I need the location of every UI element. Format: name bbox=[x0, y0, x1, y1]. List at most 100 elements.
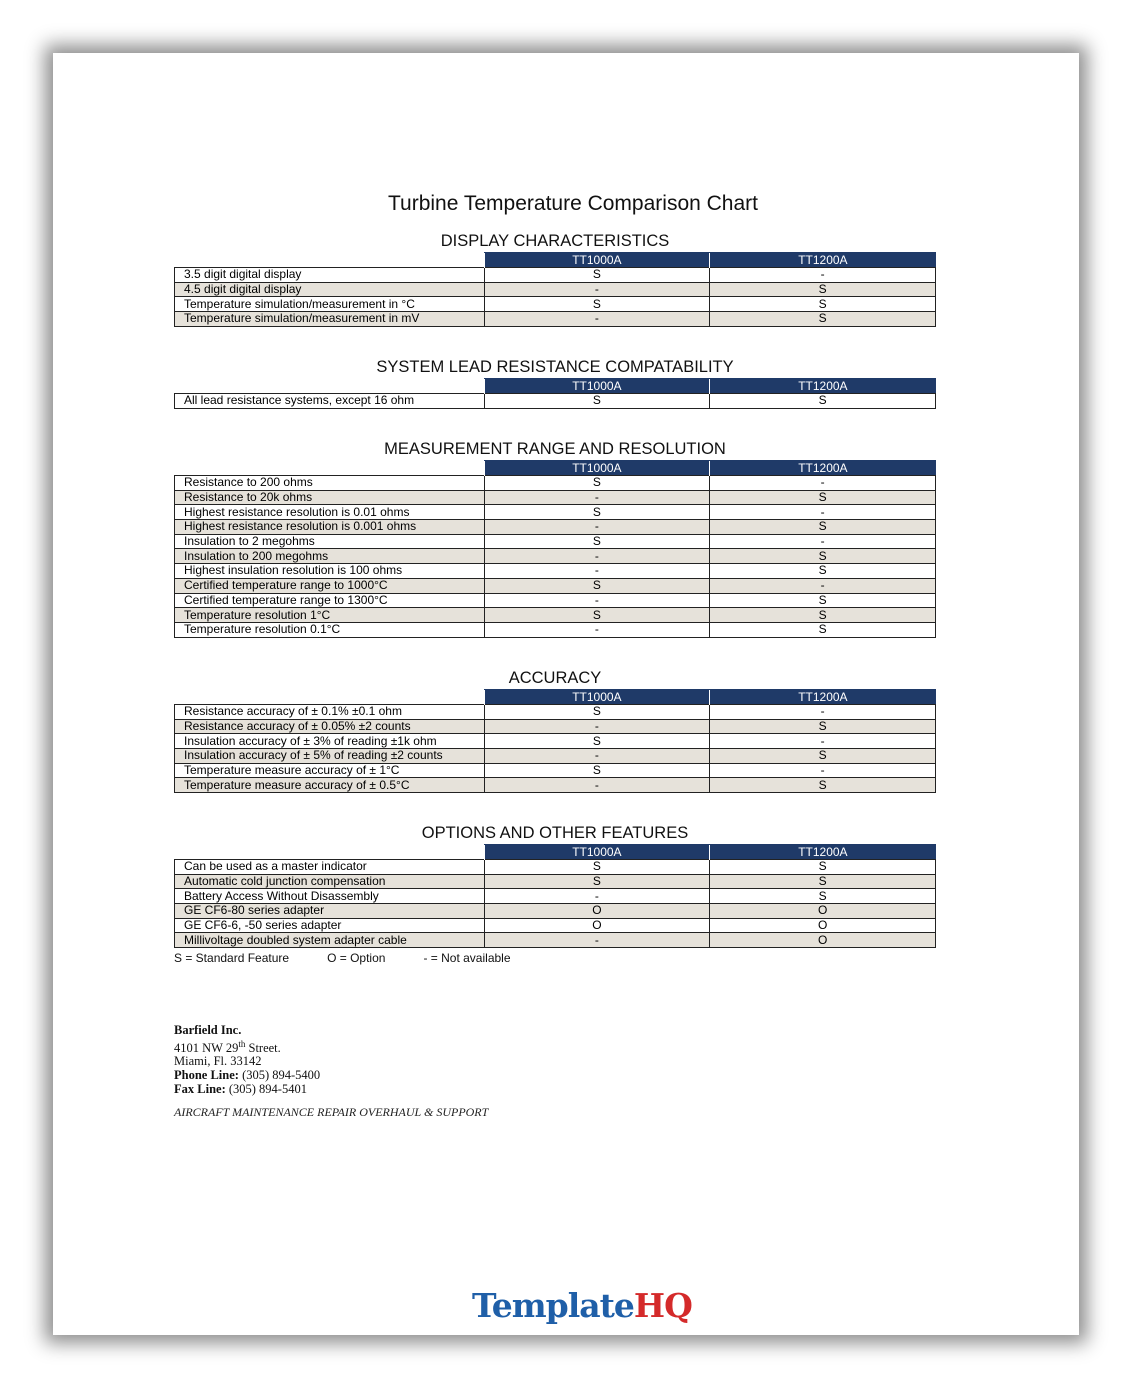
comparison-table: TT1000A TT1200A Resistance accuracy of ± 0… bbox=[174, 689, 936, 794]
feature-label: Temperature measure accuracy of ± 0.5°C bbox=[174, 777, 485, 794]
tt1000a-value: S bbox=[483, 704, 711, 720]
tt1000a-value: - bbox=[483, 718, 711, 735]
tt1200a-value: - bbox=[709, 533, 936, 550]
feature-label: Millivoltage doubled system adapter cabl… bbox=[174, 932, 485, 949]
tt1200a-value: O bbox=[709, 932, 936, 949]
tt1200a-value: S bbox=[709, 548, 936, 565]
feature-label: Highest resistance resolution is 0.001 o… bbox=[174, 519, 485, 535]
legend-option: O = Option bbox=[327, 951, 386, 965]
feature-label: Certified temperature range to 1300°C bbox=[174, 592, 485, 609]
phone: Phone Line: (305) 894-5400 bbox=[174, 1067, 321, 1082]
tt1200a-value: S bbox=[709, 718, 936, 735]
table-row: Certified temperature range to 1000°C S - bbox=[174, 577, 936, 594]
tt1200a-value: S bbox=[709, 519, 936, 535]
feature-label: Can be used as a master indicator bbox=[174, 859, 485, 875]
column-header: TT1200A bbox=[709, 378, 936, 394]
legend-not-available: - = Not available bbox=[423, 951, 511, 965]
tt1000a-value: - bbox=[483, 932, 711, 949]
tt1200a-value: S bbox=[709, 311, 936, 327]
column-header: TT1000A bbox=[483, 252, 710, 268]
feature-label: Temperature resolution 0.1°C bbox=[174, 621, 485, 638]
tt1000a-value: O bbox=[483, 903, 711, 919]
table-row: Temperature simulation/measurement in °C… bbox=[174, 296, 936, 313]
feature-label: Temperature simulation/measurement in °C bbox=[174, 296, 485, 313]
feature-label: Resistance to 200 ohms bbox=[174, 475, 485, 491]
tt1000a-value: S bbox=[483, 296, 711, 313]
tt1200a-value: - bbox=[709, 267, 936, 283]
column-header: TT1000A bbox=[483, 460, 710, 476]
feature-label: Insulation accuracy of ± 5% of reading ±… bbox=[174, 748, 485, 764]
table-row: Temperature measure accuracy of ± 0.5°C -… bbox=[174, 777, 936, 794]
section-system-lead-resistance-compatability: SYSTEM LEAD RESISTANCE COMPATABILITY TT10… bbox=[174, 359, 936, 409]
tt1000a-value: S bbox=[483, 504, 711, 521]
section-display-characteristics: DISPLAY CHARACTERISTICS TT1000A TT1200A 3.5… bbox=[174, 232, 936, 327]
tt1000a-value: S bbox=[483, 267, 711, 283]
table-row: Millivoltage doubled system adapter cabl… bbox=[174, 932, 936, 949]
table-row: 3.5 digit digital display S - bbox=[174, 267, 936, 283]
column-header: TT1200A bbox=[709, 460, 936, 476]
feature-label: GE CF6-6, -50 series adapter bbox=[174, 917, 485, 934]
comparison-table: TT1000A TT1200A 3.5 digit digital display S… bbox=[174, 252, 936, 327]
tt1200a-value: S bbox=[709, 393, 936, 409]
tt1200a-value: S bbox=[709, 281, 936, 298]
tt1200a-value: O bbox=[709, 903, 936, 919]
tt1000a-value: - bbox=[483, 489, 711, 506]
tt1200a-value: S bbox=[709, 888, 936, 905]
tt1200a-value: S bbox=[709, 607, 936, 623]
page-title: Turbine Temperature Comparison Chart bbox=[387, 192, 758, 215]
column-header: TT1200A bbox=[709, 689, 936, 705]
feature-label: Insulation accuracy of ± 3% of reading ±… bbox=[174, 733, 485, 750]
table-row: Temperature resolution 1°C S S bbox=[174, 607, 936, 623]
section-heading: MEASUREMENT RANGE AND RESOLUTION bbox=[384, 440, 726, 458]
legend: S = Standard Feature O = Option - = Not av… bbox=[174, 951, 549, 965]
feature-label: Temperature simulation/measurement in mV bbox=[174, 311, 485, 327]
company-name: Barfield Inc. bbox=[174, 1023, 242, 1037]
table-row: GE CF6-6, -50 series adapter O O bbox=[174, 917, 936, 934]
column-header: TT1200A bbox=[709, 252, 936, 268]
column-header: TT1200A bbox=[709, 844, 936, 860]
city: Miami, Fl. 33142 bbox=[174, 1054, 262, 1069]
feature-label: Resistance to 20k ohms bbox=[174, 489, 485, 506]
table-row: 4.5 digit digital display - S bbox=[174, 281, 936, 298]
table-row: Temperature simulation/measurement in mV… bbox=[174, 311, 936, 327]
tt1000a-value: S bbox=[483, 533, 711, 550]
tt1000a-value: S bbox=[483, 733, 711, 750]
feature-label: 3.5 digit digital display bbox=[174, 267, 485, 283]
feature-label: Battery Access Without Disassembly bbox=[174, 888, 485, 905]
table-header-row: TT1000A TT1200A bbox=[175, 689, 936, 705]
table-row: Resistance accuracy of ± 0.05% ±2 counts… bbox=[174, 718, 936, 735]
tt1000a-value: S bbox=[483, 577, 711, 594]
table-row: Resistance to 20k ohms - S bbox=[174, 489, 936, 506]
comparison-table: TT1000A TT1200A All lead resistance system… bbox=[174, 378, 936, 409]
column-header: TT1000A bbox=[483, 689, 710, 705]
tt1200a-value: S bbox=[709, 748, 936, 764]
tt1200a-value: - bbox=[709, 504, 936, 521]
tt1000a-value: - bbox=[483, 281, 711, 298]
tt1200a-value: S bbox=[709, 873, 936, 890]
section-measurement-range-and-resolution: MEASUREMENT RANGE AND RESOLUTION TT1000A T… bbox=[174, 440, 936, 638]
tt1000a-value: S bbox=[483, 475, 711, 491]
feature-label: Resistance accuracy of ± 0.1% ±0.1 ohm bbox=[174, 704, 485, 720]
tt1200a-value: S bbox=[709, 859, 936, 875]
feature-label: Highest resistance resolution is 0.01 oh… bbox=[174, 504, 485, 521]
section-heading: DISPLAY CHARACTERISTICS bbox=[440, 232, 670, 250]
street: 4101 NW 29th Street. bbox=[174, 1038, 281, 1055]
tt1000a-value: S bbox=[483, 762, 711, 779]
tt1200a-value: S bbox=[709, 777, 936, 794]
legend-standard: S = Standard Feature bbox=[174, 951, 290, 965]
tt1000a-value: - bbox=[483, 748, 711, 764]
table-row: Insulation to 200 megohms - S bbox=[174, 548, 936, 565]
table-row: Resistance accuracy of ± 0.1% ±0.1 ohm S - bbox=[174, 704, 936, 720]
tt1000a-value: S bbox=[483, 607, 711, 623]
comparison-table: TT1000A TT1200A Resistance to 200 ohms S - Re… bbox=[174, 460, 936, 638]
feature-label: Automatic cold junction compensation bbox=[174, 873, 485, 890]
table-row: Insulation accuracy of ± 3% of reading ±… bbox=[174, 733, 936, 750]
tt1000a-value: - bbox=[483, 548, 711, 565]
tagline: AIRCRAFT MAINTENANCE REPAIR OVERHAUL & S… bbox=[174, 1105, 489, 1119]
section-options-and-other-features: OPTIONS AND OTHER FEATURES TT1000A TT1200A… bbox=[174, 824, 936, 949]
section-heading: OPTIONS AND OTHER FEATURES bbox=[421, 824, 689, 842]
table-row: Insulation accuracy of ± 5% of reading ±… bbox=[174, 748, 936, 764]
feature-label: Insulation to 200 megohms bbox=[174, 548, 485, 565]
column-header: TT1000A bbox=[483, 844, 710, 860]
table-row: Temperature measure accuracy of ± 1°C S - bbox=[174, 762, 936, 779]
